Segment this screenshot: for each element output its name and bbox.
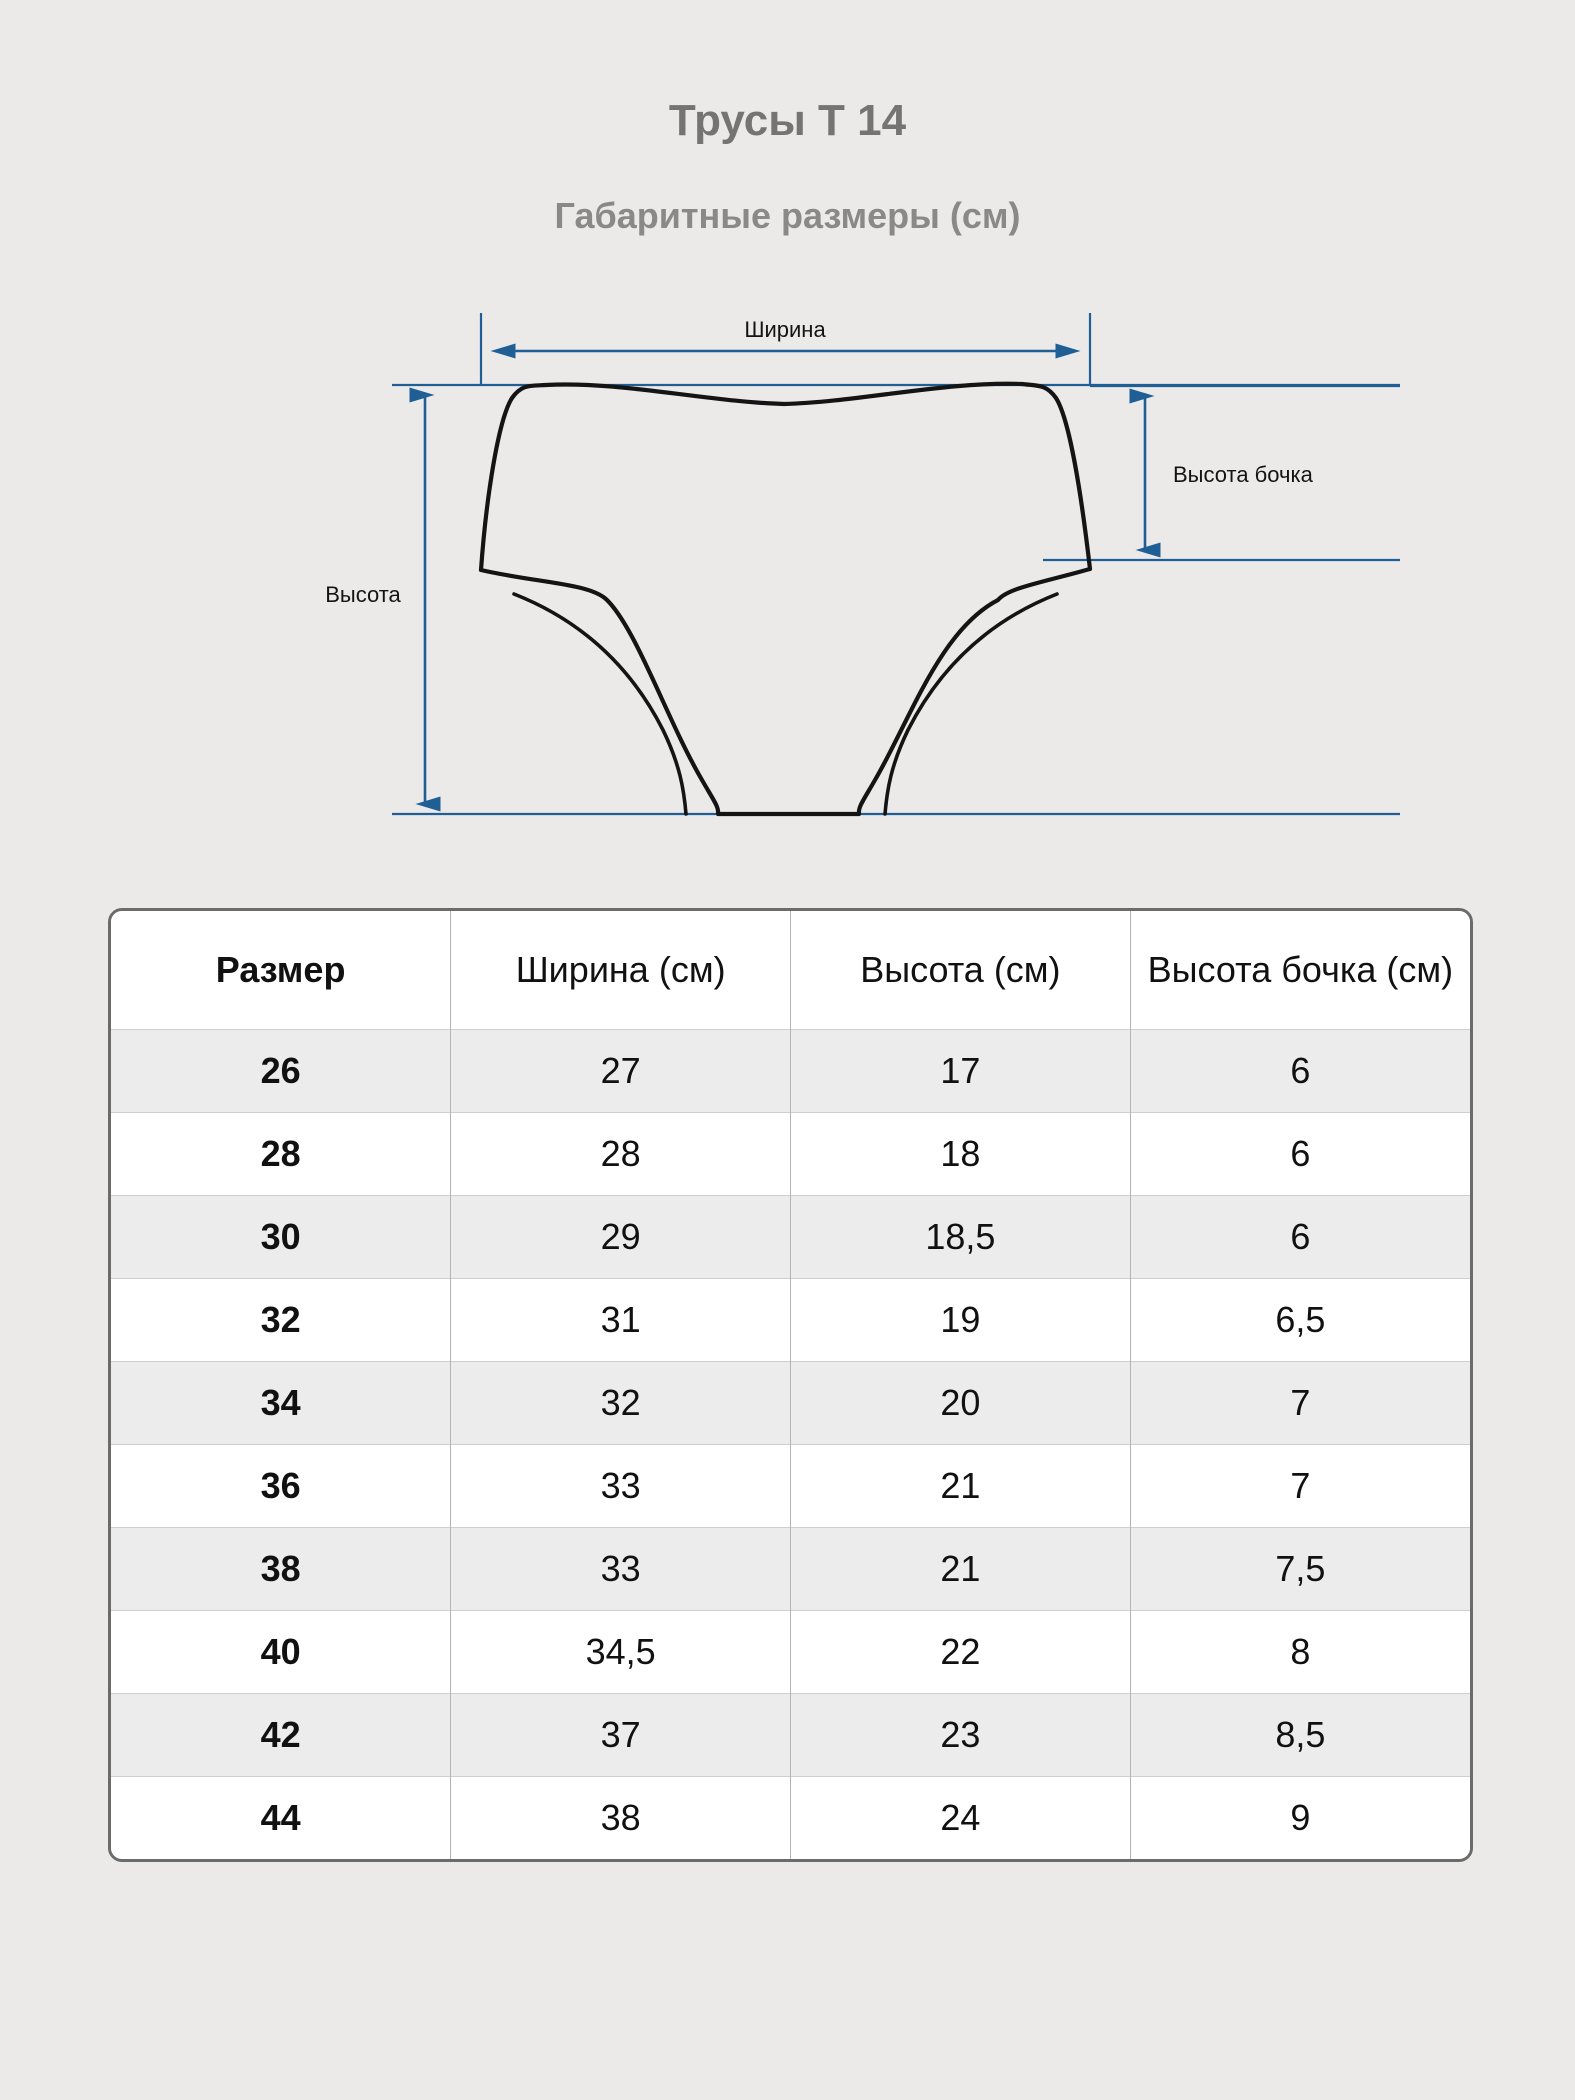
- svg-text:Ширина: Ширина: [744, 317, 826, 342]
- svg-text:Высота бочка: Высота бочка: [1173, 462, 1314, 487]
- svg-text:Высота: Высота: [325, 582, 401, 607]
